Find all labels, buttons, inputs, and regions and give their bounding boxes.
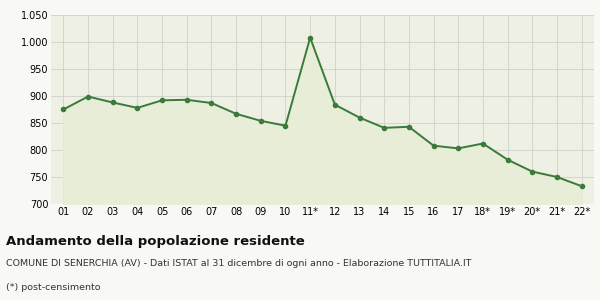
Text: Andamento della popolazione residente: Andamento della popolazione residente — [6, 236, 305, 248]
Text: (*) post-censimento: (*) post-censimento — [6, 284, 101, 292]
Text: COMUNE DI SENERCHIA (AV) - Dati ISTAT al 31 dicembre di ogni anno - Elaborazione: COMUNE DI SENERCHIA (AV) - Dati ISTAT al… — [6, 260, 472, 268]
